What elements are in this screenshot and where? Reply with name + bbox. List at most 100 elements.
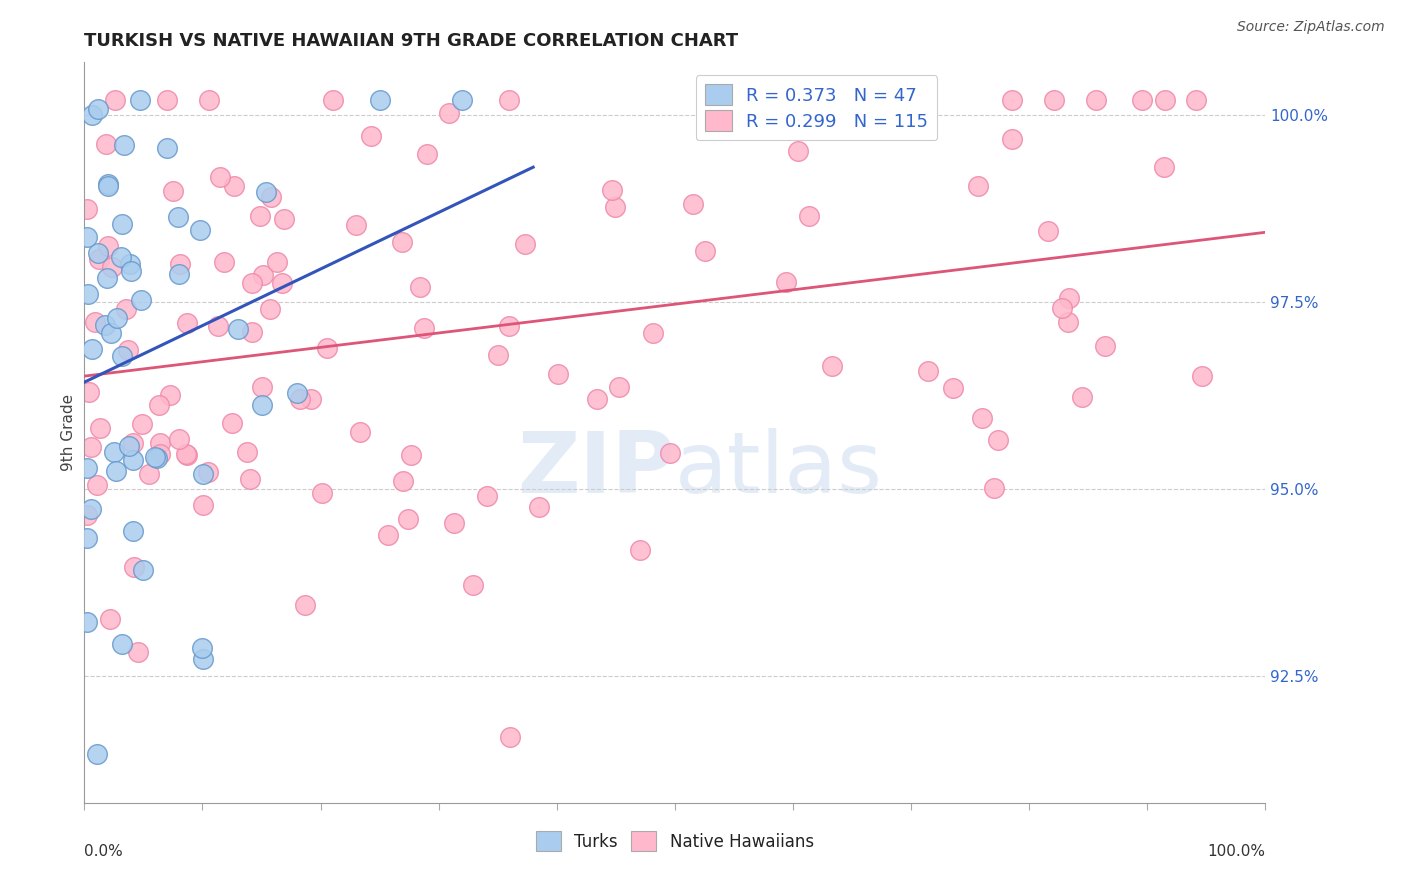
Point [89,421,111,435]
Legend: Turks, Native Hawaiians: Turks, Native Hawaiians [529,825,821,857]
Point [942,381,965,395]
Point [787,144,810,158]
Point [641,326,664,340]
Point [1085,93,1108,107]
Point [159,388,181,402]
Point [970,411,993,425]
Point [443,516,465,531]
Point [413,321,436,335]
Point [250,398,273,412]
Point [212,255,235,269]
Point [118,439,141,453]
Point [110,250,132,264]
Point [1153,161,1175,175]
Point [94,318,117,332]
Point [498,319,520,334]
Point [226,322,249,336]
Point [586,392,609,406]
Point [104,93,127,107]
Point [105,464,128,478]
Point [368,93,391,107]
Point [603,200,626,214]
Point [252,268,274,282]
Point [529,500,551,515]
Point [111,637,134,651]
Point [76,508,98,522]
Point [176,316,198,330]
Point [117,343,139,358]
Point [97,177,120,191]
Point [103,445,125,459]
Text: ZIP: ZIP [517,428,675,511]
Point [122,560,145,574]
Point [112,137,135,152]
Point [114,301,136,316]
Point [156,141,179,155]
Point [316,341,339,355]
Point [96,136,118,151]
Point [259,301,281,316]
Point [884,93,907,107]
Point [132,562,155,576]
Point [273,212,295,227]
Point [1056,315,1078,329]
Point [156,93,179,107]
Text: TURKISH VS NATIVE HAWAIIAN 9TH GRADE CORRELATION CHART: TURKISH VS NATIVE HAWAIIAN 9TH GRADE COR… [84,32,738,50]
Point [628,543,651,558]
Y-axis label: 9th Grade: 9th Grade [60,394,76,471]
Point [76,615,98,630]
Point [162,184,184,198]
Point [461,577,484,591]
Point [1153,93,1175,107]
Point [239,472,262,486]
Point [967,178,990,193]
Text: 100.0%: 100.0% [1208,844,1265,858]
Point [96,270,118,285]
Point [98,612,121,626]
Point [111,217,134,231]
Point [266,255,288,269]
Point [1185,93,1208,107]
Point [143,450,166,464]
Point [498,730,520,744]
Point [80,342,103,356]
Point [682,197,704,211]
Point [198,93,221,107]
Point [396,512,419,526]
Point [475,489,498,503]
Point [704,93,727,107]
Text: Source: ZipAtlas.com: Source: ZipAtlas.com [1237,20,1385,34]
Point [271,276,294,290]
Point [392,474,415,488]
Point [377,528,399,542]
Point [77,385,100,400]
Point [84,315,107,329]
Point [176,449,198,463]
Point [167,211,190,225]
Point [547,367,569,381]
Point [1043,93,1066,107]
Point [76,461,98,475]
Point [118,257,141,271]
Point [120,263,142,277]
Point [288,392,311,406]
Point [167,432,190,446]
Point [321,93,343,107]
Point [797,209,820,223]
Point [131,293,153,307]
Point [1094,339,1116,353]
Point [285,385,308,400]
Point [122,453,145,467]
Point [77,287,100,301]
Point [97,179,120,194]
Point [188,223,211,237]
Point [240,325,263,339]
Point [105,310,128,325]
Point [176,447,198,461]
Point [249,209,271,223]
Point [87,245,110,260]
Point [76,202,98,216]
Point [917,364,939,378]
Point [222,178,245,193]
Point [416,147,439,161]
